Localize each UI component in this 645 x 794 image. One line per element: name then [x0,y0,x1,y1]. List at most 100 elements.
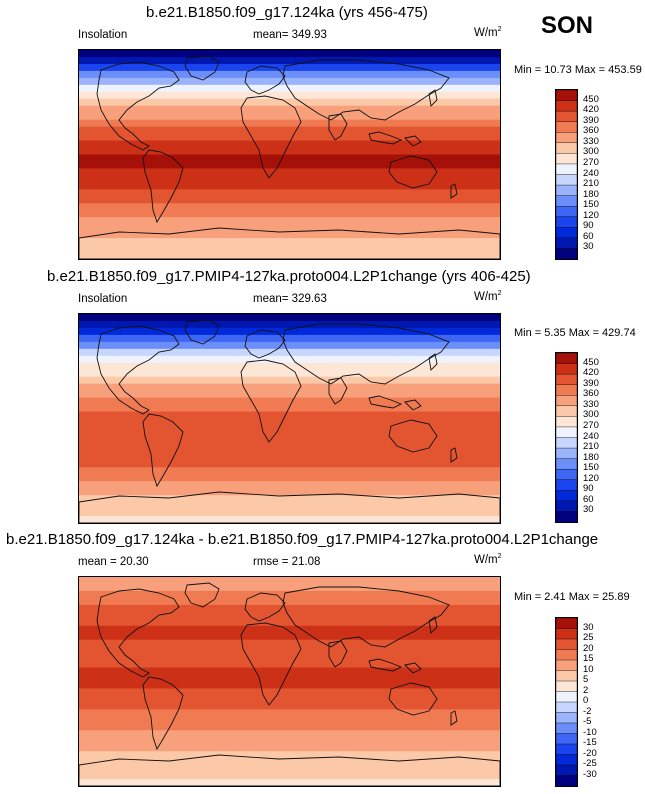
coastline-outline [450,447,458,463]
coastline-outline [388,682,438,716]
map-latitude-band [79,341,500,350]
panel-2-units-label: W/m2 [474,290,502,303]
colorbar-tick-label: 180 [583,188,599,200]
season-label: SON [541,12,594,39]
colorbar-tick-label: 330 [583,398,599,410]
coastline-outline [368,395,403,409]
coastline-outline [368,131,403,145]
colorbar-swatch [556,649,577,661]
map-latitude-band [79,119,500,128]
map-latitude-band [79,91,500,100]
map-latitude-band [79,688,500,697]
colorbar-swatch [556,121,577,133]
map-latitude-band [79,737,500,745]
colorbar-tick-label: 210 [583,178,599,190]
coastline-outline [96,588,180,678]
map-latitude-band [79,334,500,343]
colorbar-swatch [556,447,577,460]
panel-1-variable-label: Insolation [78,29,128,41]
coastline-outline [328,640,348,668]
coastline-outline [96,61,180,151]
colorbar-swatch [556,384,577,396]
colorbar-tick-label: 60 [583,230,594,242]
map-latitude-band [79,418,500,427]
colorbar-tick-label: 90 [583,220,594,232]
map-latitude-band [79,70,500,79]
colorbar-tick-label: 240 [583,430,599,442]
colorbar-swatch [556,490,577,502]
colorbar-swatch [556,712,577,724]
coastline-outline [96,325,180,415]
map-latitude-band [79,126,500,135]
map-latitude-band [79,224,500,232]
coastline-outline [368,658,403,672]
map-latitude-band [79,716,500,724]
map-latitude-band [79,154,500,163]
map-latitude-band [79,772,500,780]
map-latitude-band [79,404,500,413]
colorbar-swatch [556,373,577,386]
colorbar-tick-label: 300 [583,146,599,158]
coastline-outline [244,329,286,359]
coastline-outline [240,622,302,706]
coastline-outline [404,135,422,147]
map-latitude-band [79,597,500,606]
colorbar-tick-label: 240 [583,167,599,179]
map-latitude-band [79,474,500,482]
map-latitude-band [79,50,500,58]
map-latitude-band [79,98,500,107]
map-latitude-band [79,133,500,142]
panel-1-minmax-label: Min = 10.73 Max = 453.59 [514,64,642,76]
coastline-outline [79,754,500,786]
panel-3-rmse-label: rmse = 21.08 [253,556,321,568]
colorbar-swatch [556,511,577,522]
map-latitude-band [79,632,500,641]
panel-3-units-label: W/m2 [474,553,502,566]
map-latitude-band [79,196,500,204]
map-latitude-band [79,758,500,766]
coastline-outline [244,65,286,95]
coastline-outline [79,227,500,259]
panel-1-mean-label: mean= 349.93 [253,29,327,41]
colorbar-swatch [556,142,577,155]
panel-2-mean-label: mean= 329.63 [253,293,327,305]
panel-3-title: b.e21.B1850.f09_g17.124ka - b.e21.B1850.… [6,531,599,548]
colorbar-tick-label: -2 [583,705,592,717]
colorbar-tick-label: 10 [583,663,594,675]
map-latitude-band [79,362,500,371]
map-latitude-band [79,439,500,447]
map-latitude-band [79,667,500,676]
colorbar-tick-label: -20 [583,747,597,759]
coastline-outline [404,662,422,674]
colorbar-swatch [556,132,577,144]
map-latitude-band [79,744,500,752]
coastline-outline [450,710,458,726]
colorbar-swatch [556,458,577,470]
map-latitude-band [79,467,500,475]
colorbar-tick-label: 120 [583,209,599,221]
colorbar-swatch [556,195,577,207]
colorbar-swatch [556,618,577,630]
coastline-outline [142,413,184,488]
colorbar-swatch [556,628,577,640]
map-latitude-band [79,481,500,489]
coastline-outline [79,491,500,523]
coastline-outline [428,616,438,634]
colorbar-tick-label: 360 [583,388,599,400]
colorbar-tick-label: 270 [583,156,599,168]
map-latitude-band [79,383,500,392]
panel-3-mean-label: mean = 20.30 [78,556,149,568]
colorbar-tick-label: 210 [583,441,599,453]
colorbar-tick-label: 420 [583,104,599,116]
map-latitude-band [79,390,500,399]
map-latitude-band [79,453,500,461]
coastline-outline [184,55,220,81]
coastline-outline [388,419,438,453]
panel-3-minmax-label: Min = 2.41 Max = 25.89 [514,591,630,603]
colorbar-swatch [556,174,577,186]
map-latitude-band [79,217,500,225]
colorbar-swatch [556,437,577,449]
colorbar-swatch [556,638,577,651]
colorbar-tick-label: 390 [583,377,599,389]
panel-2-map [78,313,501,524]
